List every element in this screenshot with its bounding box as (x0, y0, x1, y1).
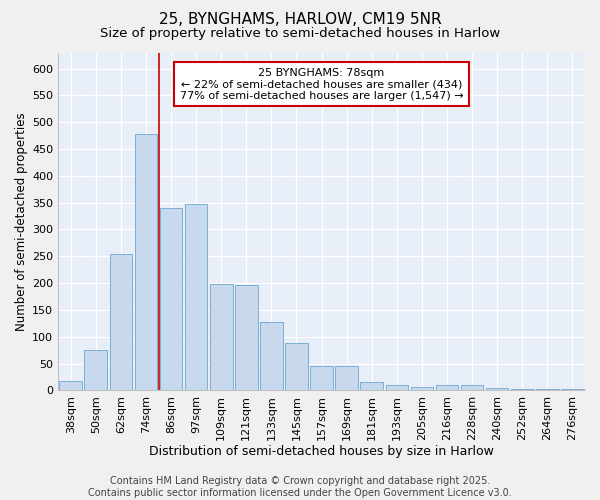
Bar (361, 382, 383, 390)
Bar (335, 366, 358, 390)
X-axis label: Distribution of semi-detached houses by size in Harlow: Distribution of semi-detached houses by … (149, 444, 494, 458)
Bar (235, 284, 257, 391)
Text: Contains HM Land Registry data © Crown copyright and database right 2025.
Contai: Contains HM Land Registry data © Crown c… (88, 476, 512, 498)
Bar (486, 388, 508, 390)
Bar (536, 388, 559, 390)
Bar (260, 322, 283, 390)
Text: 25 BYNGHAMS: 78sqm
← 22% of semi-detached houses are smaller (434)
77% of semi-d: 25 BYNGHAMS: 78sqm ← 22% of semi-detache… (180, 68, 463, 101)
Bar (310, 366, 333, 390)
Bar (386, 385, 408, 390)
Bar (461, 385, 484, 390)
Bar (210, 284, 233, 391)
Bar (436, 385, 458, 390)
Bar (185, 204, 208, 390)
Bar (285, 343, 308, 390)
Text: Size of property relative to semi-detached houses in Harlow: Size of property relative to semi-detach… (100, 28, 500, 40)
Y-axis label: Number of semi-detached properties: Number of semi-detached properties (15, 112, 28, 330)
Bar (410, 386, 433, 390)
Bar (59, 380, 82, 390)
Bar (85, 350, 107, 391)
Bar (160, 208, 182, 390)
Text: 25, BYNGHAMS, HARLOW, CM19 5NR: 25, BYNGHAMS, HARLOW, CM19 5NR (158, 12, 442, 28)
Bar (134, 134, 157, 390)
Bar (110, 254, 132, 390)
